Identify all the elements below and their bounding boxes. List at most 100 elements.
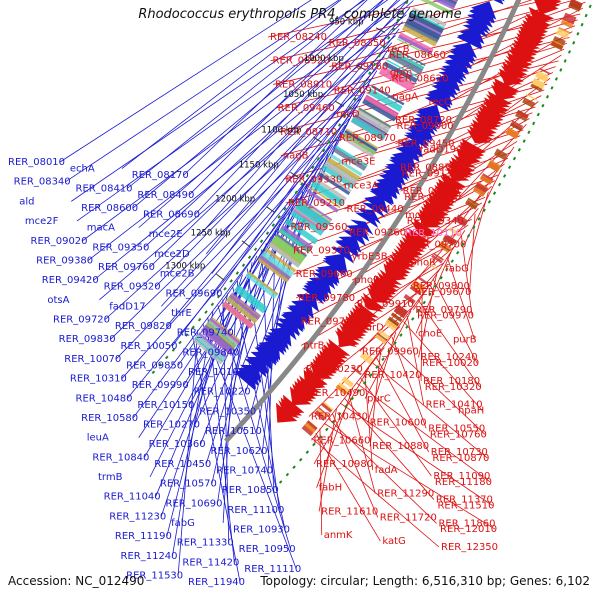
inner-feature-block bbox=[402, 25, 438, 47]
label-connector bbox=[447, 257, 475, 340]
inner-feature-block bbox=[257, 257, 289, 283]
outer-feature-block bbox=[378, 329, 390, 340]
gene-label: RER_08710 bbox=[280, 127, 337, 138]
inner-feature-block bbox=[319, 170, 352, 192]
inner-feature-block bbox=[264, 247, 297, 273]
inner-feature-block bbox=[367, 88, 403, 112]
gene-label: RER_10490 bbox=[308, 388, 365, 399]
label-connector bbox=[288, 152, 512, 228]
gene-label: RER_09130 bbox=[402, 168, 459, 179]
inner-feature-block bbox=[228, 294, 260, 320]
inner-feature-block bbox=[378, 71, 412, 92]
forward-strand-arrow bbox=[524, 16, 550, 32]
inner-feature-block bbox=[358, 107, 392, 128]
label-connector bbox=[256, 191, 304, 432]
gene-label: RER_11190 bbox=[115, 531, 172, 542]
inner-feature-block bbox=[362, 97, 398, 122]
gene-label: recB bbox=[387, 44, 410, 55]
gene-label: RER_11100 bbox=[227, 505, 284, 516]
gene-label: RER_11370 bbox=[436, 495, 493, 506]
gene-label: RER_11860 bbox=[438, 518, 495, 529]
gene-label: RER_10020 bbox=[422, 358, 479, 369]
label-connector bbox=[364, 373, 374, 470]
gene-label: RER_10950 bbox=[239, 544, 296, 555]
gene-label: RER_10600 bbox=[370, 417, 427, 428]
inner-feature-block bbox=[342, 132, 377, 155]
highlighted-gene-label: RER_10110 bbox=[405, 228, 462, 239]
gene-label: RER_09010 bbox=[404, 192, 461, 203]
gene-label: RER_08340 bbox=[14, 177, 71, 188]
gene-label: RER_10320 bbox=[425, 382, 482, 393]
inner-feature-block bbox=[300, 198, 333, 222]
label-connector bbox=[344, 398, 435, 500]
inner-feature-block bbox=[210, 318, 240, 344]
label-connector bbox=[138, 197, 299, 438]
gene-label: RER_08410 bbox=[76, 183, 133, 194]
label-connector bbox=[391, 336, 427, 429]
gene-label: recD bbox=[336, 109, 360, 120]
forward-strand-arrow bbox=[426, 196, 451, 212]
label-connector bbox=[127, 158, 325, 399]
inner-feature-block bbox=[364, 96, 399, 118]
inner-feature-block bbox=[317, 172, 351, 196]
tick-mark bbox=[290, 171, 300, 179]
gene-label: RER_12010 bbox=[440, 524, 497, 535]
gene-label: RER_09670 bbox=[414, 287, 471, 298]
gene-label: RER_09000 bbox=[397, 121, 454, 132]
gene-label: mce3E bbox=[341, 157, 375, 168]
outer-feature-block bbox=[393, 304, 408, 318]
tick-mark bbox=[241, 240, 251, 248]
gene-label: RER_08600 bbox=[81, 203, 138, 214]
gene-label: RER_09330 bbox=[285, 174, 342, 185]
gene-label: RER_09740 bbox=[177, 328, 234, 339]
label-connector bbox=[121, 0, 342, 169]
outer-feature-block bbox=[431, 254, 443, 264]
gene-label: RER_10850 bbox=[222, 485, 279, 496]
gene-label: naeE bbox=[408, 234, 433, 245]
label-connector bbox=[364, 310, 412, 399]
outer-feature-block bbox=[403, 294, 416, 305]
tick-label: 1250 kbp bbox=[191, 228, 231, 238]
gene-label: RER_09690 bbox=[166, 288, 223, 299]
forward-strand-arrow bbox=[310, 361, 333, 379]
gene-label: RER_09020 bbox=[31, 236, 88, 247]
gene-label: RER_10570 bbox=[160, 479, 217, 490]
gene-label: fabG bbox=[171, 518, 195, 529]
tick-label: 1100 kbp bbox=[261, 126, 301, 136]
gene-label: RER_10350 bbox=[199, 406, 256, 417]
gene-label: RER_09440 bbox=[347, 204, 404, 215]
gene-label: RER_09560 bbox=[290, 222, 347, 233]
gene-label: RER_10180 bbox=[423, 376, 480, 387]
feature-tracks bbox=[151, 0, 595, 488]
outer-feature-block bbox=[535, 70, 550, 83]
inner-feature-block bbox=[379, 66, 416, 91]
gene-label: fabG bbox=[445, 263, 469, 274]
label-connector bbox=[327, 418, 437, 524]
outer-feature-block bbox=[432, 252, 444, 261]
reverse-strand-arrow bbox=[303, 284, 327, 302]
gene-label: RER_08010 bbox=[8, 157, 65, 168]
outer-feature-block bbox=[568, 0, 583, 12]
gene-label: RER_09660 bbox=[296, 269, 353, 280]
gene-label: anmK bbox=[324, 530, 353, 541]
inner-feature-block bbox=[355, 109, 391, 134]
gene-label: RER_10480 bbox=[76, 393, 133, 404]
forward-strand-arrow bbox=[411, 221, 435, 237]
label-connector bbox=[76, 0, 389, 222]
tick-mark bbox=[215, 273, 225, 281]
gene-label: RER_10730 bbox=[431, 447, 488, 458]
accession-text: Accession: NC_012490 bbox=[8, 574, 145, 588]
gene-label: RER_08720 bbox=[395, 115, 452, 126]
tick-label: 1200 kbp bbox=[215, 195, 255, 205]
gene-label: RER_09700 bbox=[409, 240, 466, 251]
label-connector bbox=[387, 1, 586, 73]
inner-feature-block bbox=[404, 22, 439, 43]
forward-strand-arrow bbox=[500, 65, 526, 78]
gene-label: purD bbox=[359, 323, 384, 334]
forward-strand-arrow bbox=[395, 245, 419, 261]
tick-mark bbox=[375, 27, 386, 33]
forward-strand-arrow bbox=[445, 166, 470, 181]
gene-label: RER_09970 bbox=[417, 311, 474, 322]
inner-feature-block bbox=[345, 128, 379, 150]
